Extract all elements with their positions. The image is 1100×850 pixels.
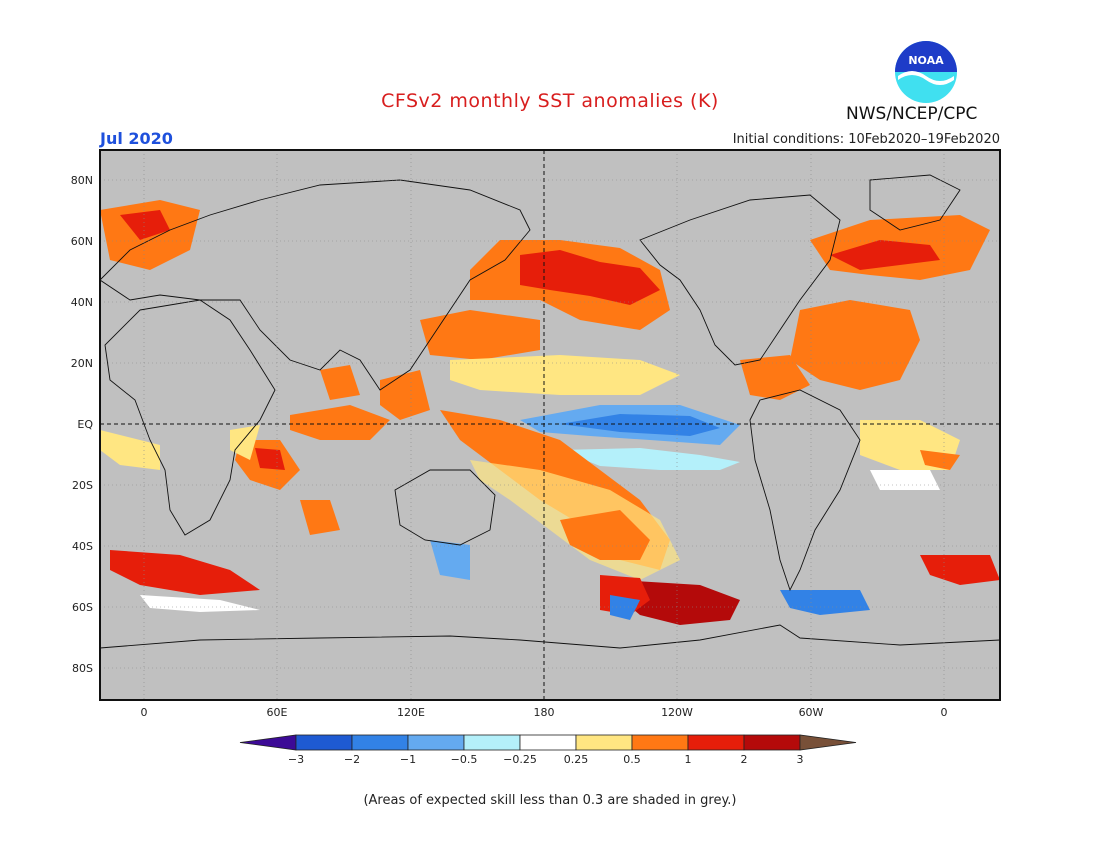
colorbar-tick-label: 2 — [741, 753, 748, 766]
colorbar-tick-label: −0.25 — [503, 753, 537, 766]
lon-label-0: 0 — [141, 706, 148, 719]
colorbar-tick-label: 1 — [685, 753, 692, 766]
lat-label-60n: 60N — [71, 235, 93, 248]
footnote: (Areas of expected skill less than 0.3 a… — [363, 793, 737, 808]
colorbar-bin — [743, 734, 801, 751]
lon-axis: 0 60E 120E 180 120W 60W 0 — [141, 706, 948, 719]
lon-label-120w: 120W — [661, 706, 693, 719]
colorbar-tick-label: 0.25 — [564, 753, 589, 766]
colorbar-bin — [407, 734, 465, 751]
colorbar-bin — [631, 734, 689, 751]
agency-label: NWS/NCEP/CPC — [846, 104, 978, 124]
lat-label-60s: 60S — [72, 601, 93, 614]
lat-label-80s: 80S — [72, 662, 93, 675]
anomaly-field — [100, 200, 1000, 625]
colorbar-bin — [295, 734, 353, 751]
colorbar-bin — [575, 734, 633, 751]
lat-axis: 80N 60N 40N 20N EQ 20S 40S 60S 80S — [71, 174, 94, 675]
lon-label-60e: 60E — [267, 706, 288, 719]
map-title: CFSv2 monthly SST anomalies (K) — [381, 90, 719, 112]
colorbar-tick-label: −3 — [288, 753, 304, 766]
lat-label-20n: 20N — [71, 357, 93, 370]
forecast-month: Jul 2020 — [100, 129, 173, 148]
colorbar-tick-label: 0.5 — [623, 753, 641, 766]
colorbar-tick-label: −2 — [344, 753, 360, 766]
lat-label-40n: 40N — [71, 296, 93, 309]
colorbar-tick-label: 3 — [797, 753, 804, 766]
colorbar-max-arrow — [799, 734, 857, 751]
lon-label-180: 180 — [534, 706, 555, 719]
lat-label-20s: 20S — [72, 479, 93, 492]
colorbar-tick-label: −0.5 — [451, 753, 478, 766]
map-frame — [99, 149, 1001, 701]
initial-conditions: Initial conditions: 10Feb2020–19Feb2020 — [732, 132, 1000, 147]
lon-label-120e: 120E — [397, 706, 425, 719]
colorbar-min-arrow — [239, 734, 297, 751]
lat-label-40s: 40S — [72, 540, 93, 553]
lon-label-60w: 60W — [799, 706, 824, 719]
colorbar-bin — [687, 734, 745, 751]
colorbar-tick-label: −1 — [400, 753, 416, 766]
logo-text: NOAA — [908, 54, 944, 67]
lat-label-eq: EQ — [77, 418, 93, 431]
colorbar-bin — [519, 734, 577, 751]
colorbar: −3 −2 −1 −0.5 −0.25 0.25 0.5 1 2 3 — [239, 734, 857, 766]
colorbar-bin — [351, 734, 409, 751]
noaa-logo: NOAA — [895, 41, 957, 103]
lon-label-0-east: 0 — [941, 706, 948, 719]
colorbar-bin — [463, 734, 521, 751]
continent-outlines — [99, 174, 1001, 649]
lat-label-80n: 80N — [71, 174, 93, 187]
